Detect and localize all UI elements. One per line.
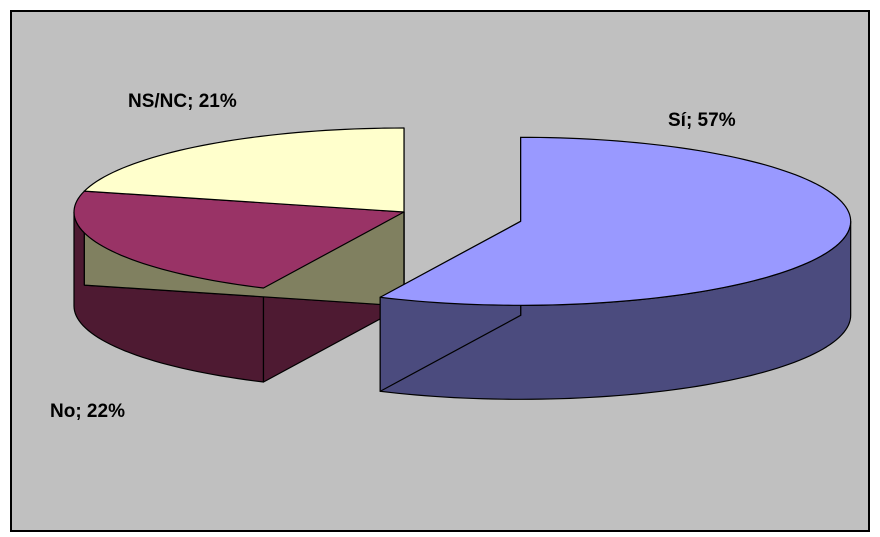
slice-label-no: No; 22% bbox=[50, 401, 125, 422]
pie-slice-ns-nc bbox=[83, 127, 405, 213]
pie-slice-no bbox=[73, 190, 405, 289]
slice-label-nsnc: NS/NC; 21% bbox=[128, 91, 237, 112]
slice-label-si: Sí; 57% bbox=[668, 110, 736, 131]
pie-slice-si bbox=[379, 136, 852, 306]
pie-tops bbox=[73, 127, 852, 306]
